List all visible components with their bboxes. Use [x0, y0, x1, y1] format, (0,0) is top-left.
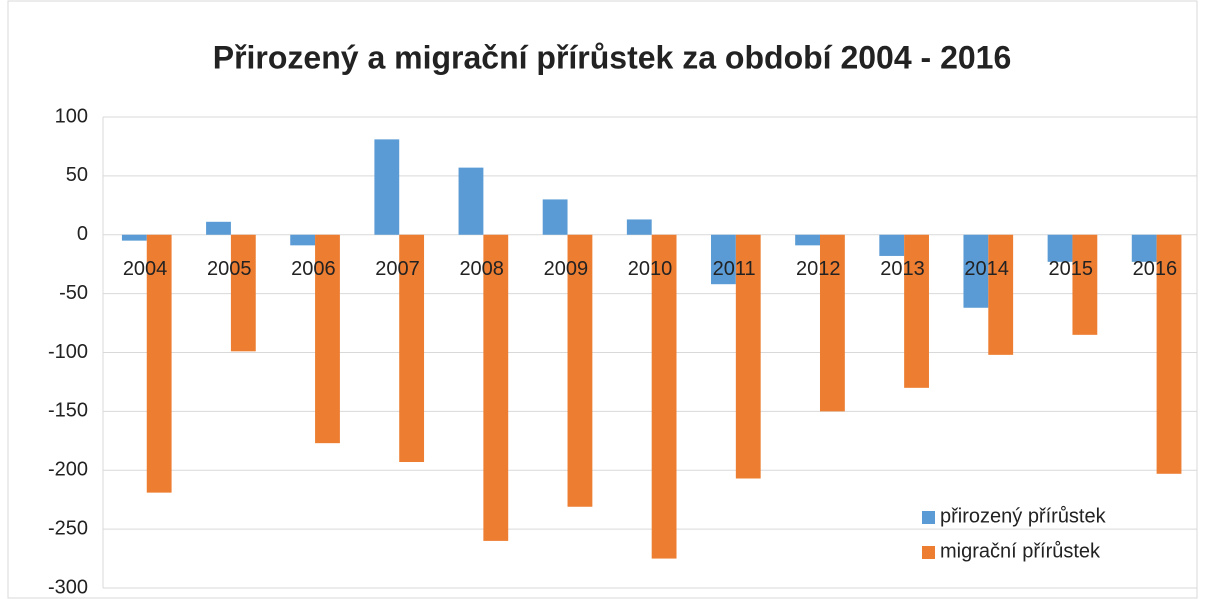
bar	[146, 234, 172, 493]
y-tick-label: -200	[48, 459, 88, 481]
y-tick-label: -100	[48, 341, 88, 363]
legend-label: přirozený přírůstek	[940, 505, 1107, 527]
y-tick-label: -300	[48, 576, 88, 598]
bar	[626, 219, 652, 235]
bar	[819, 234, 845, 412]
bar	[483, 234, 509, 541]
bar	[230, 234, 256, 352]
bar	[795, 234, 820, 246]
bar	[735, 234, 761, 479]
legend-swatch	[922, 546, 935, 559]
bar	[904, 234, 929, 388]
x-tick-label: 2004	[123, 258, 168, 280]
bar	[290, 234, 316, 246]
bar	[879, 234, 905, 256]
bar	[399, 234, 425, 463]
bar	[651, 234, 677, 559]
y-tick-label: -150	[48, 400, 88, 422]
legend-swatch	[922, 511, 935, 524]
bar	[1156, 234, 1182, 474]
x-tick-label: 2012	[796, 258, 841, 280]
legend-label: migrační přírůstek	[940, 540, 1101, 562]
y-tick-label: 100	[55, 105, 88, 127]
bar	[567, 234, 593, 507]
y-tick-label: 50	[66, 164, 88, 186]
bar	[988, 234, 1014, 355]
bar	[1047, 234, 1073, 262]
x-tick-label: 2014	[964, 258, 1009, 280]
y-tick-label: 0	[77, 223, 88, 245]
y-tick-label: -250	[48, 517, 88, 539]
bar	[542, 199, 568, 235]
bar	[711, 234, 736, 285]
x-tick-label: 2013	[880, 258, 925, 280]
x-tick-label: 2015	[1049, 258, 1094, 280]
bar	[1072, 234, 1098, 335]
bar	[374, 139, 400, 235]
bar	[315, 234, 340, 444]
bar	[963, 234, 989, 308]
x-tick-label: 2010	[628, 258, 673, 280]
x-tick-label: 2016	[1133, 258, 1178, 280]
x-tick-label: 2006	[291, 258, 336, 280]
bar	[1131, 234, 1157, 262]
bar	[458, 167, 484, 235]
x-tick-label: 2008	[459, 258, 504, 280]
y-tick-label: -50	[59, 282, 88, 304]
chart-title: Přirozený a migrační přírůstek za období…	[213, 39, 1012, 75]
x-tick-label: 2009	[544, 258, 589, 280]
x-tick-label: 2011	[713, 258, 756, 280]
x-tick-label: 2007	[375, 258, 420, 280]
bar	[121, 234, 147, 241]
x-tick-label: 2005	[207, 258, 252, 280]
bar	[206, 221, 231, 235]
